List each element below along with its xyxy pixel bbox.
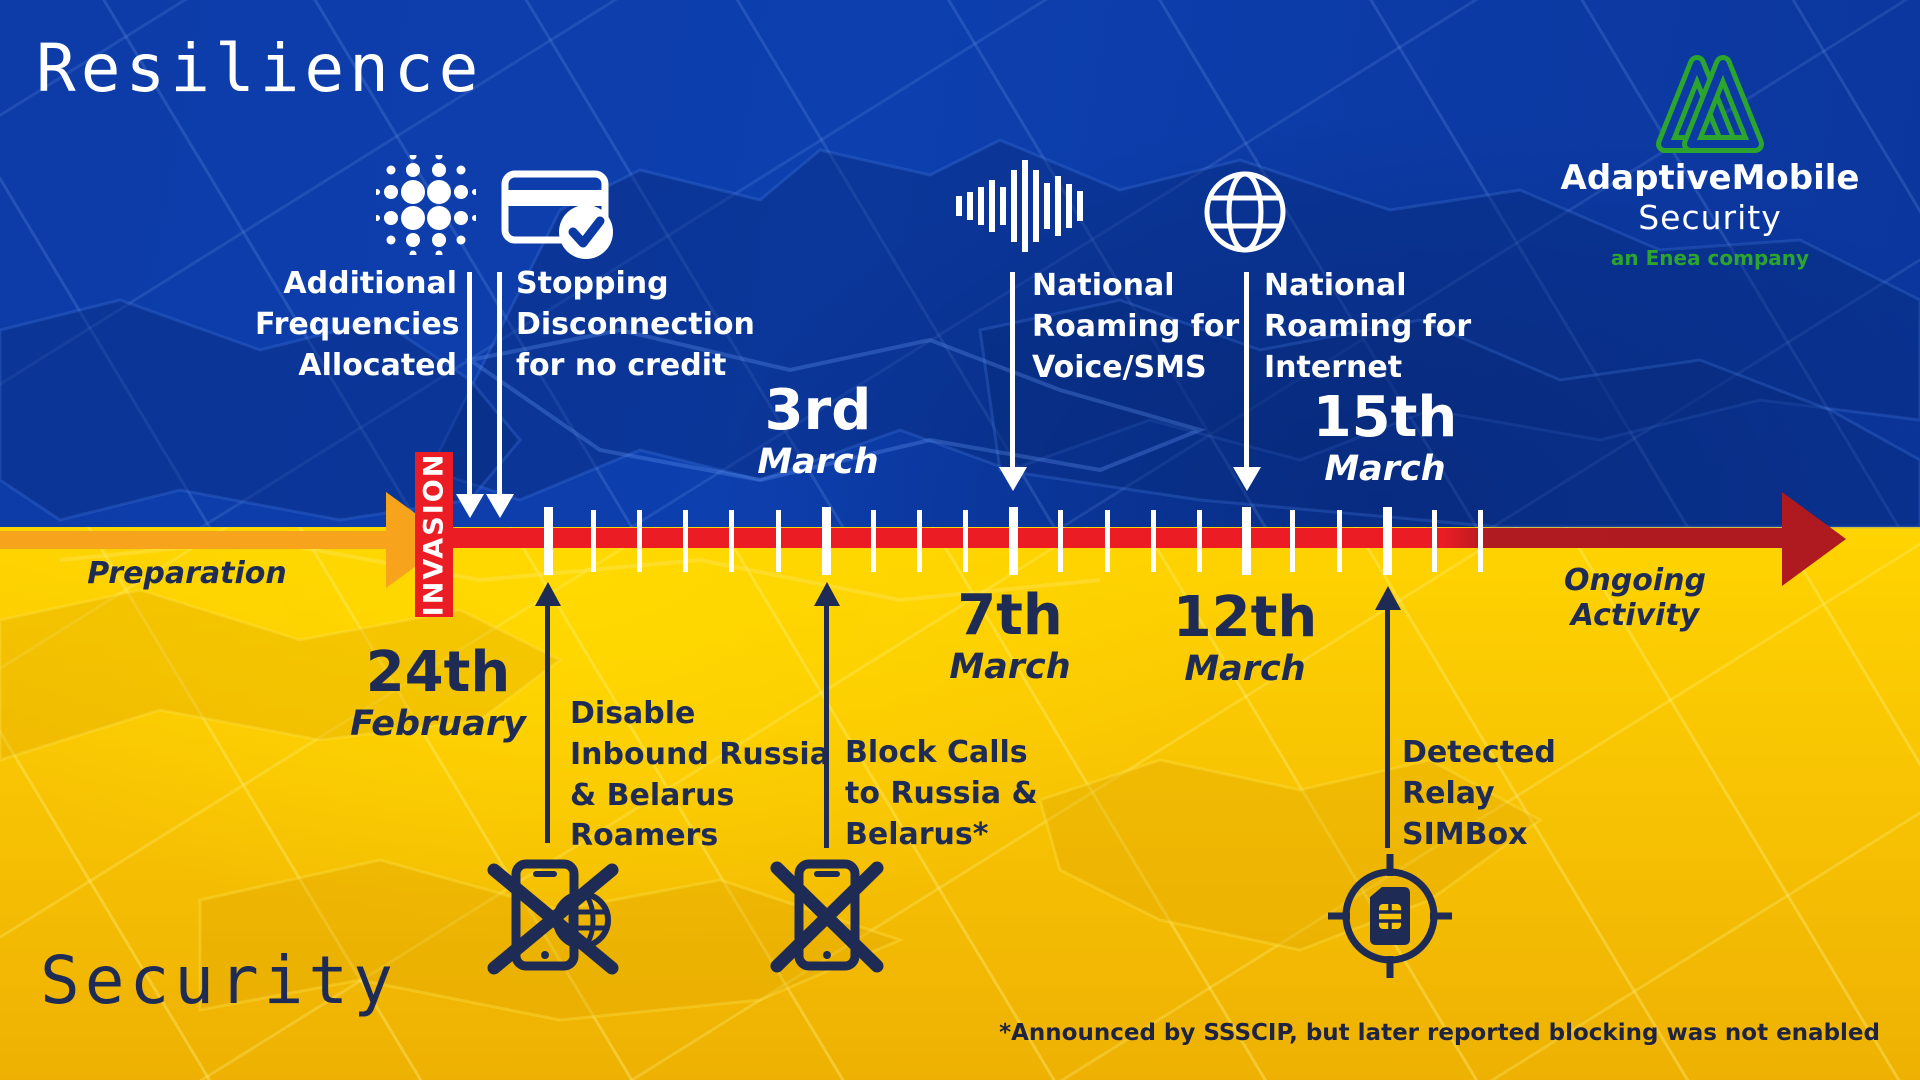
adaptivemobile-logo-icon	[1656, 55, 1764, 153]
date-month: March	[1184, 649, 1306, 689]
date-day: 15th	[1312, 385, 1458, 450]
date-24-february: 24th February	[338, 645, 538, 742]
date-day: 12th	[1172, 585, 1318, 650]
phone-roaming-blocked-icon	[487, 859, 619, 975]
phone-blocked-icon	[770, 859, 884, 973]
date-month: February	[350, 704, 526, 744]
ongoing-activity-label: Ongoing Activity	[1563, 563, 1707, 633]
date-12-march: 12th March	[1145, 590, 1345, 687]
arrow-up-icon	[814, 582, 840, 606]
timeline-tick	[962, 510, 968, 572]
timeline-tick	[636, 510, 642, 572]
arrow-line-voice-roaming	[1010, 272, 1015, 469]
timeline-band	[452, 528, 1782, 548]
timeline-tick	[1477, 510, 1483, 572]
logo-brand-name: AdaptiveMobile	[1560, 158, 1860, 198]
date-15-march: 15th March	[1285, 390, 1485, 487]
timeline-tick	[1150, 510, 1156, 572]
date-month: March	[1324, 449, 1446, 489]
date-day: 24th	[365, 640, 511, 705]
timeline-tick	[775, 510, 781, 572]
event-block-calls: Block Calls to Russia & Belarus*	[845, 735, 1038, 852]
timeline-tick	[870, 510, 876, 572]
date-day: 7th	[957, 583, 1063, 648]
security-background	[0, 527, 1920, 1080]
date-month: March	[757, 442, 879, 482]
logo-tagline: an Enea company	[1610, 246, 1810, 270]
timeline-tick-major	[1382, 507, 1392, 575]
date-3-march: 3rd March	[718, 383, 918, 480]
arrow-down-icon	[999, 467, 1027, 491]
preparation-arrow-band	[0, 531, 388, 549]
timeline-tick-major	[543, 507, 553, 575]
event-additional-frequencies: Additional Frequencies Allocated	[255, 266, 460, 383]
timeline-tick	[1431, 510, 1437, 572]
timeline-tick	[1289, 510, 1295, 572]
timeline-tick-major	[821, 507, 831, 575]
timeline-tick	[1196, 510, 1202, 572]
arrow-line-disable-roamers	[545, 604, 550, 843]
date-month: March	[949, 647, 1071, 687]
footnote: *Announced by SSSCIP, but later reported…	[999, 1020, 1880, 1046]
timeline-tick	[1336, 510, 1342, 572]
arrow-down-icon	[1233, 467, 1261, 491]
arrow-line-block-calls	[824, 604, 829, 848]
frequency-dots-icon	[376, 155, 476, 255]
arrow-line-internet-roaming	[1244, 272, 1249, 469]
resilience-title: Resilience	[36, 30, 484, 107]
timeline-tick	[916, 510, 922, 572]
security-title: Security	[40, 942, 398, 1019]
arrow-down-icon	[456, 494, 484, 518]
arrow-up-icon	[535, 582, 561, 606]
credit-card-check-icon	[501, 170, 613, 259]
globe-icon	[1204, 171, 1286, 253]
event-roaming-voice-sms: National Roaming for Voice/SMS	[1032, 268, 1240, 385]
date-day: 3rd	[764, 378, 872, 443]
event-disable-roamers: Disable Inbound Russia & Belarus Roamers	[570, 696, 830, 854]
arrow-line-simbox	[1385, 608, 1390, 848]
arrow-line-frequencies	[467, 272, 472, 496]
logo-division-name: Security	[1638, 198, 1782, 237]
arrow-line-disconnection	[497, 272, 502, 496]
event-roaming-internet: National Roaming for Internet	[1264, 268, 1472, 385]
timeline-tick	[682, 510, 688, 572]
timeline-tick-major	[1241, 507, 1251, 575]
preparation-label: Preparation	[87, 556, 287, 591]
invasion-marker: INVASION	[415, 452, 453, 617]
invasion-label: INVASION	[418, 452, 450, 617]
resilience-background	[0, 0, 1920, 527]
timeline-tick-major	[1008, 507, 1018, 575]
timeline-arrowhead	[1782, 492, 1846, 586]
event-stopping-disconnection: Stopping Disconnection for no credit	[516, 266, 755, 383]
audio-waveform-icon	[956, 160, 1083, 252]
event-detected-simbox: Detected Relay SIMBox	[1402, 735, 1556, 852]
arrow-up-icon	[1375, 586, 1401, 610]
date-7-march: 7th March	[910, 588, 1110, 685]
timeline-tick	[1057, 510, 1063, 572]
timeline-tick	[590, 510, 596, 572]
sim-target-icon	[1328, 854, 1452, 978]
arrow-down-icon	[486, 494, 514, 518]
timeline-tick	[728, 510, 734, 572]
timeline-tick	[1104, 510, 1110, 572]
